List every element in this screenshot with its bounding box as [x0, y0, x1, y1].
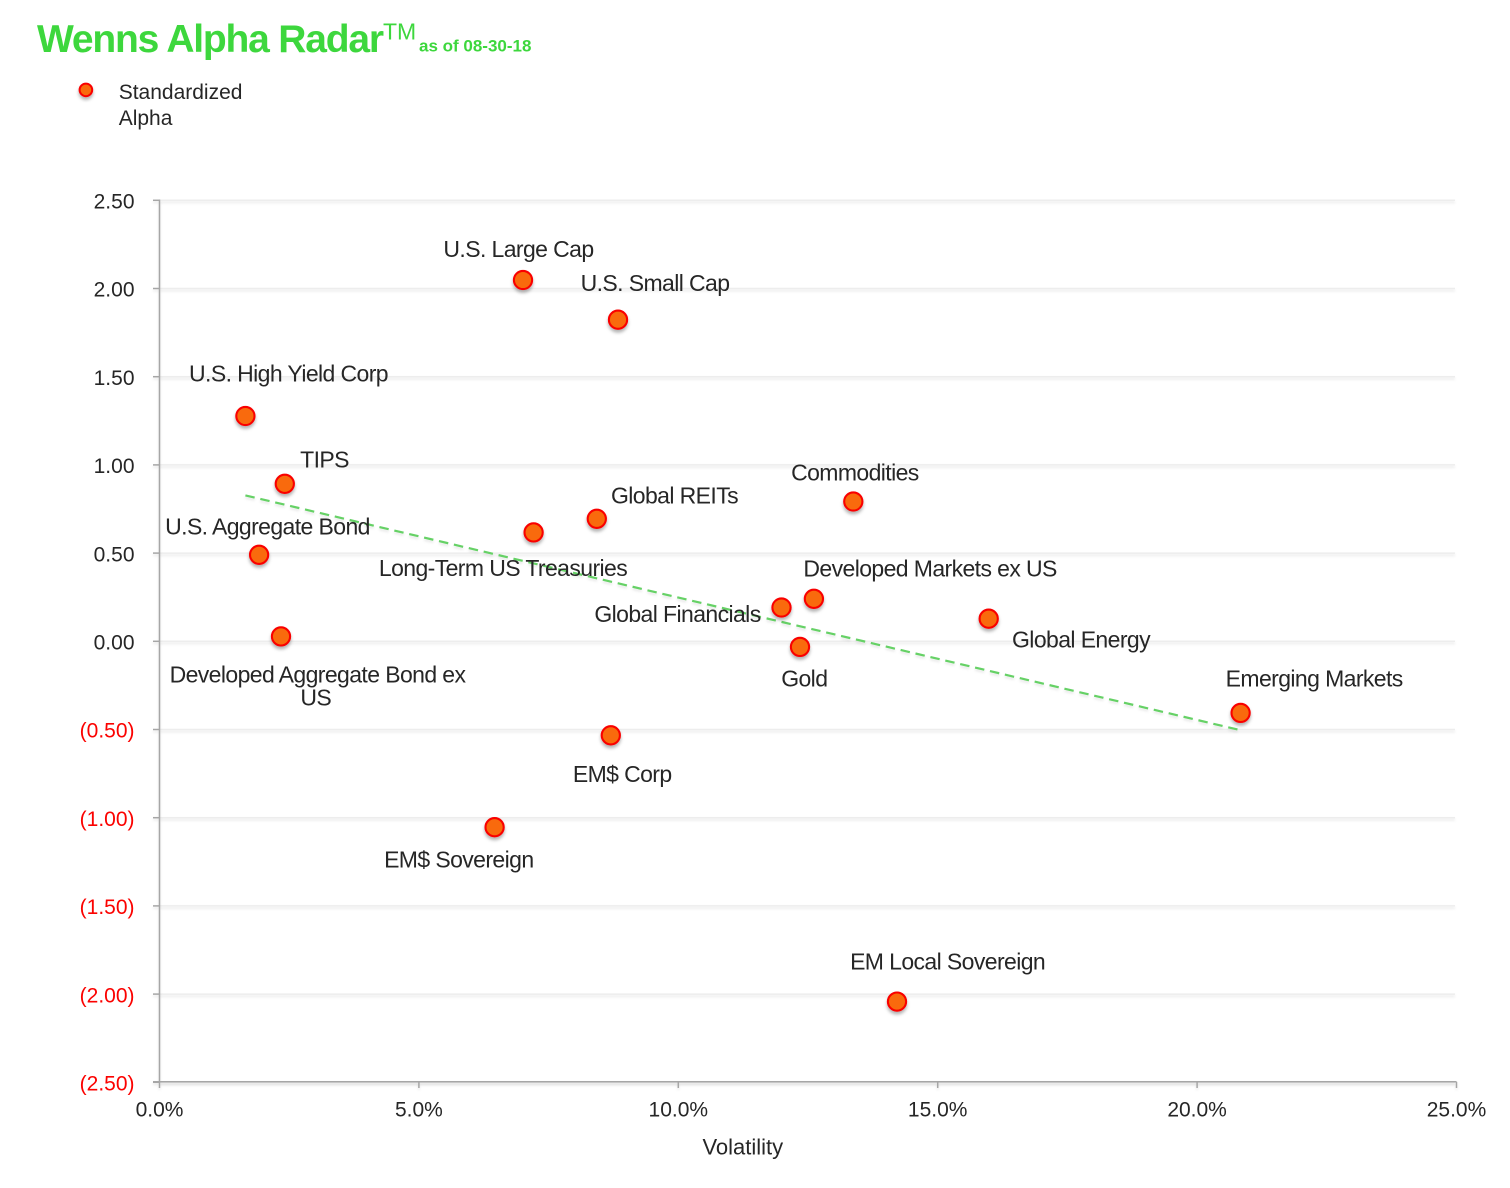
svg-text:U.S. Large Cap: U.S. Large Cap [443, 236, 593, 262]
svg-text:as of 08-30-18: as of 08-30-18 [419, 37, 531, 56]
svg-text:15.0%: 15.0% [908, 1099, 968, 1122]
svg-text:Commodities: Commodities [791, 459, 919, 485]
svg-text:Emerging Markets: Emerging Markets [1226, 665, 1403, 691]
svg-text:Developed Markets ex US: Developed Markets ex US [803, 556, 1057, 582]
svg-text:Global REITs: Global REITs [611, 483, 738, 509]
svg-text:Standardized: Standardized [119, 81, 243, 104]
svg-text:Alpha: Alpha [119, 107, 173, 130]
svg-text:(1.00): (1.00) [80, 808, 135, 831]
svg-text:2.50: 2.50 [94, 191, 135, 214]
svg-text:Gold: Gold [781, 666, 827, 692]
svg-text:20.0%: 20.0% [1167, 1099, 1227, 1122]
svg-text:10.0%: 10.0% [649, 1099, 709, 1122]
svg-text:(0.50): (0.50) [80, 720, 135, 743]
svg-text:US: US [300, 685, 331, 711]
svg-text:Volatility: Volatility [702, 1135, 783, 1160]
svg-text:(2.50): (2.50) [80, 1073, 135, 1096]
svg-text:U.S. High Yield Corp: U.S. High Yield Corp [189, 361, 388, 387]
svg-text:Global Financials: Global Financials [594, 601, 760, 627]
svg-text:(1.50): (1.50) [80, 896, 135, 919]
svg-text:5.0%: 5.0% [395, 1099, 443, 1122]
svg-text:U.S. Small Cap: U.S. Small Cap [581, 270, 730, 296]
svg-text:EM Local Sovereign: EM Local Sovereign [850, 949, 1045, 975]
svg-text:0.00: 0.00 [94, 632, 135, 655]
svg-text:25.0%: 25.0% [1427, 1099, 1487, 1122]
svg-text:U.S. Aggregate Bond: U.S. Aggregate Bond [165, 514, 370, 540]
svg-text:(2.00): (2.00) [80, 984, 135, 1007]
svg-text:EM$ Sovereign: EM$ Sovereign [384, 846, 533, 872]
svg-text:0.50: 0.50 [94, 543, 135, 566]
svg-text:EM$ Corp: EM$ Corp [573, 761, 672, 787]
svg-text:2.00: 2.00 [94, 279, 135, 302]
svg-text:1.50: 1.50 [94, 367, 135, 390]
svg-text:Developed Aggregate Bond ex: Developed Aggregate Bond ex [170, 661, 467, 687]
svg-text:TIPS: TIPS [300, 447, 349, 473]
svg-text:TM: TM [383, 19, 416, 45]
svg-text:Wenns Alpha Radar: Wenns Alpha Radar [37, 18, 384, 61]
svg-text:1.00: 1.00 [94, 455, 135, 478]
svg-text:Long-Term US Treasuries: Long-Term US Treasuries [379, 555, 627, 581]
svg-text:0.0%: 0.0% [136, 1099, 184, 1122]
svg-text:Global Energy: Global Energy [1012, 627, 1151, 653]
